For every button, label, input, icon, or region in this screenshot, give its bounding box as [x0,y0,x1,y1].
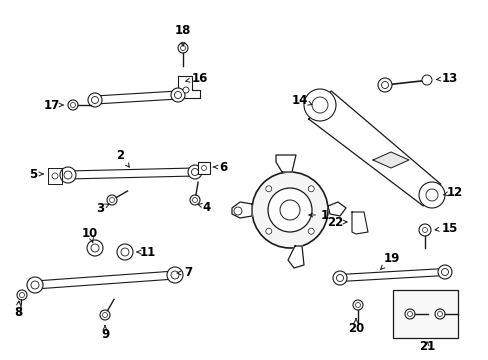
Polygon shape [231,202,251,218]
Circle shape [167,267,183,283]
Text: 2: 2 [116,149,129,167]
Circle shape [60,167,76,183]
Circle shape [418,224,430,236]
Circle shape [307,228,314,234]
Circle shape [117,244,133,260]
Text: 21: 21 [418,339,434,352]
Circle shape [355,302,360,307]
Circle shape [171,271,179,279]
Text: 17: 17 [44,99,63,112]
Text: 3: 3 [96,202,109,215]
Text: 9: 9 [101,325,109,342]
Circle shape [190,195,200,205]
Circle shape [178,43,187,53]
Circle shape [311,97,327,113]
Circle shape [425,189,437,201]
Text: 5: 5 [29,167,43,180]
Circle shape [265,228,271,234]
Text: 20: 20 [347,319,364,334]
Text: 1: 1 [308,208,328,221]
Text: 16: 16 [185,72,208,85]
Text: 7: 7 [177,266,192,279]
Polygon shape [48,168,62,184]
Circle shape [87,240,103,256]
Polygon shape [275,155,295,172]
Circle shape [100,310,110,320]
Circle shape [381,81,387,89]
Circle shape [70,103,75,108]
Text: 19: 19 [380,252,399,269]
Polygon shape [327,202,346,216]
Circle shape [17,290,27,300]
Circle shape [234,207,242,215]
Text: 15: 15 [434,221,457,234]
Text: 13: 13 [435,72,457,85]
Text: 22: 22 [326,216,346,229]
Circle shape [201,166,206,171]
Circle shape [64,171,72,179]
Text: 10: 10 [81,226,98,242]
Circle shape [31,281,39,289]
Circle shape [88,93,102,107]
Polygon shape [95,91,178,104]
Circle shape [183,87,189,93]
Circle shape [336,274,343,282]
Circle shape [437,311,442,316]
Circle shape [91,96,98,104]
Circle shape [407,311,412,316]
Polygon shape [287,246,304,268]
Circle shape [418,182,444,208]
Circle shape [265,186,271,192]
Circle shape [441,269,447,275]
Circle shape [280,200,299,220]
Text: 4: 4 [197,201,211,213]
FancyBboxPatch shape [198,162,209,174]
Circle shape [422,228,427,233]
Text: 12: 12 [443,185,462,198]
Circle shape [332,271,346,285]
Circle shape [68,100,78,110]
Circle shape [171,88,184,102]
Circle shape [107,195,117,205]
Circle shape [419,225,429,235]
Circle shape [180,45,185,50]
Circle shape [304,89,335,121]
Circle shape [109,198,114,202]
Circle shape [377,78,391,92]
Circle shape [421,75,431,85]
Circle shape [192,198,197,202]
Polygon shape [372,152,408,168]
Circle shape [91,244,99,252]
Text: 6: 6 [213,161,226,174]
Circle shape [121,248,129,256]
Circle shape [27,277,43,293]
Circle shape [102,312,107,318]
FancyBboxPatch shape [392,290,457,338]
Circle shape [20,292,24,297]
Circle shape [404,309,414,319]
Circle shape [191,168,198,176]
Text: 8: 8 [14,301,22,319]
Circle shape [174,91,181,99]
Circle shape [434,309,444,319]
Circle shape [352,300,362,310]
Polygon shape [178,76,200,98]
Circle shape [307,186,314,192]
Polygon shape [339,269,444,282]
Text: 11: 11 [137,246,156,258]
Text: 14: 14 [291,94,311,107]
Polygon shape [351,212,367,234]
Text: 18: 18 [174,23,191,46]
Polygon shape [68,168,195,179]
Circle shape [187,165,202,179]
Circle shape [267,188,311,232]
Circle shape [437,265,451,279]
Polygon shape [35,271,175,289]
Circle shape [52,173,58,179]
Polygon shape [308,91,440,206]
Circle shape [251,172,327,248]
